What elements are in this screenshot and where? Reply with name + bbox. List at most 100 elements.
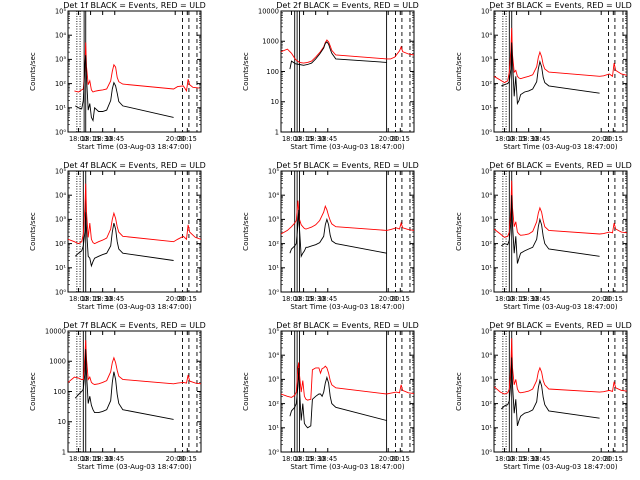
y-tick-label: 10⁴ (481, 192, 492, 200)
y-axis-label: Counts/sec (242, 372, 250, 411)
y-axis-label: Counts/sec (242, 52, 250, 91)
x-tick-label: 18:15 (507, 295, 526, 303)
panel-det-7: Det 7f BLACK = Events, RED = ULD 1 10 100 10… (29, 321, 206, 471)
y-tick-label: 10³ (268, 216, 279, 224)
x-tick-label: 20:15 (604, 295, 623, 303)
series-uld-line (494, 338, 627, 395)
plot-frame (493, 170, 628, 293)
y-tick-label: 10¹ (481, 264, 492, 272)
x-tick-label: 20:15 (391, 135, 410, 143)
y-tick-label: 10⁴ (268, 192, 279, 200)
x-tick-label: 18:00 (282, 455, 301, 463)
x-tick-label: 18:45 (318, 295, 337, 303)
x-tick-label: 18:00 (69, 455, 88, 463)
x-tick-label: 20:15 (604, 135, 623, 143)
y-tick-label: 10 (58, 418, 66, 426)
y-tick-label: 10² (55, 240, 66, 248)
x-axis-label: Start Time (03-Aug-03 18:47:00) (503, 303, 617, 311)
x-tick-label: 20:00 (166, 295, 185, 303)
x-axis-label: Start Time (03-Aug-03 18:47:00) (503, 463, 617, 471)
y-tick-label: 10⁵ (481, 167, 492, 175)
plot-frame (493, 10, 628, 133)
x-tick-label: 20:00 (379, 295, 398, 303)
series-uld-line (494, 180, 627, 238)
y-axis-label: Counts/sec (29, 372, 37, 411)
plot-frame (280, 170, 415, 293)
x-tick-label: 18:45 (105, 295, 124, 303)
series-uld-line (68, 340, 201, 385)
panel-det-8: Det 8f BLACK = Events, RED = ULD 10⁰ 10¹ 10… (242, 321, 419, 471)
y-tick-label: 10¹ (481, 104, 492, 112)
x-tick-label: 18:45 (531, 135, 550, 143)
y-tick-label: 10³ (268, 376, 279, 384)
panel-title: Det 1f BLACK = Events, RED = ULD (63, 1, 206, 10)
x-axis-label: Start Time (03-Aug-03 18:47:00) (290, 463, 404, 471)
y-tick-label: 1 (275, 128, 279, 136)
x-tick-label: 18:45 (531, 295, 550, 303)
y-tick-label: 10¹ (481, 424, 492, 432)
panel-det-1: Det 1f BLACK = Events, RED = ULD 10⁰ 10¹ 10… (29, 1, 206, 151)
x-tick-label: 18:45 (318, 135, 337, 143)
y-tick-label: 10⁴ (55, 192, 66, 200)
x-tick-label: 18:00 (495, 135, 514, 143)
x-tick-label: 18:00 (69, 135, 88, 143)
x-axis-label: Start Time (03-Aug-03 18:47:00) (77, 463, 191, 471)
y-tick-label: 10³ (481, 376, 492, 384)
x-tick-label: 18:15 (81, 135, 100, 143)
panel-title: Det 6f BLACK = Events, RED = ULD (489, 161, 632, 170)
y-tick-label: 10⁰ (481, 128, 492, 136)
series-uld-line (281, 200, 414, 235)
y-tick-label: 10¹ (268, 264, 279, 272)
panel-title: Det 3f BLACK = Events, RED = ULD (489, 1, 632, 10)
y-tick-label: 10⁵ (481, 7, 492, 15)
panel-title: Det 2f BLACK = Events, RED = ULD (276, 1, 419, 10)
y-tick-label: 10² (268, 400, 279, 408)
y-tick-label: 10⁰ (268, 288, 279, 296)
y-tick-label: 10¹ (268, 424, 279, 432)
x-tick-label: 20:15 (178, 135, 197, 143)
y-tick-label: 10 (271, 98, 279, 106)
y-tick-label: 10⁰ (481, 288, 492, 296)
y-axis-label: Counts/sec (455, 52, 463, 91)
y-tick-label: 10⁰ (55, 128, 66, 136)
y-axis-label: Counts/sec (455, 372, 463, 411)
series-events-line (75, 55, 174, 122)
x-tick-label: 18:00 (69, 295, 88, 303)
series-events-line (501, 42, 600, 106)
y-tick-label: 10² (481, 80, 492, 88)
panel-det-5: Det 5f BLACK = Events, RED = ULD 10⁰ 10¹ 10… (242, 161, 419, 311)
y-tick-label: 10⁵ (268, 327, 279, 335)
y-tick-label: 10⁵ (55, 167, 66, 175)
y-tick-label: 10⁴ (481, 32, 492, 40)
x-tick-label: 18:45 (318, 455, 337, 463)
x-tick-label: 20:00 (592, 295, 611, 303)
x-tick-label: 20:00 (592, 135, 611, 143)
y-tick-label: 100 (266, 68, 279, 76)
x-tick-label: 18:00 (495, 455, 514, 463)
y-tick-label: 10⁰ (481, 448, 492, 456)
x-tick-label: 20:15 (391, 295, 410, 303)
y-tick-label: 1000 (49, 358, 66, 366)
x-tick-label: 18:00 (282, 135, 301, 143)
y-tick-label: 10⁴ (268, 352, 279, 360)
x-tick-label: 18:30 (93, 295, 112, 303)
plot-frame (67, 10, 202, 133)
x-tick-label: 18:30 (306, 455, 325, 463)
y-tick-label: 10² (481, 240, 492, 248)
panel-det-2: Det 2f BLACK = Events, RED = ULD 1 10 100 10… (242, 1, 419, 151)
x-tick-label: 20:00 (166, 135, 185, 143)
series-events-line (289, 367, 387, 429)
x-tick-label: 20:15 (604, 455, 623, 463)
x-tick-label: 18:45 (531, 455, 550, 463)
plot-frame (493, 330, 628, 453)
series-events-line (289, 41, 387, 70)
x-tick-label: 18:15 (294, 295, 313, 303)
x-tick-label: 20:15 (178, 455, 197, 463)
x-tick-label: 18:30 (93, 455, 112, 463)
series-uld-line (74, 42, 200, 93)
y-tick-label: 10² (55, 80, 66, 88)
x-tick-label: 18:30 (519, 455, 538, 463)
x-tick-label: 18:00 (495, 295, 514, 303)
y-tick-label: 10³ (55, 216, 66, 224)
